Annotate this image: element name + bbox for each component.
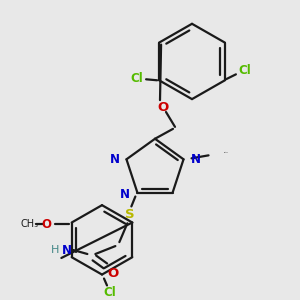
Text: N: N xyxy=(110,153,119,166)
Text: Cl: Cl xyxy=(131,72,143,85)
Text: CH₃: CH₃ xyxy=(21,220,39,230)
Text: O: O xyxy=(108,267,119,280)
Text: N: N xyxy=(190,153,200,166)
Text: S: S xyxy=(124,208,134,221)
Text: methyl: methyl xyxy=(224,152,229,153)
Text: Cl: Cl xyxy=(238,64,251,77)
Text: H: H xyxy=(51,245,60,255)
Text: N: N xyxy=(120,188,130,201)
Text: Cl: Cl xyxy=(103,286,116,299)
Text: N: N xyxy=(62,244,72,256)
Text: O: O xyxy=(42,218,52,231)
Text: O: O xyxy=(158,100,169,113)
